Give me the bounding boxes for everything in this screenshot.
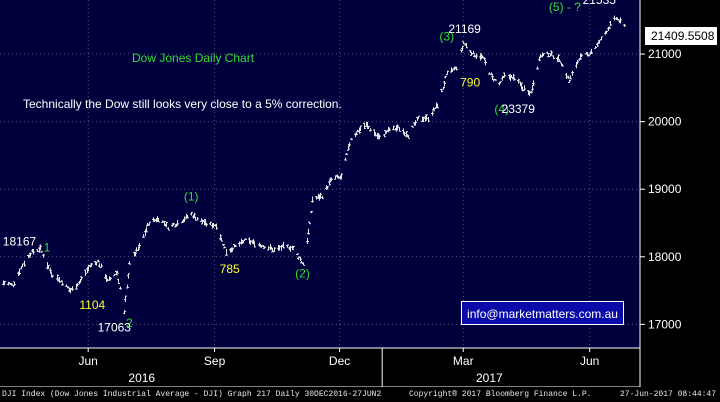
footer-copyright: Copyright® 2017 Bloomberg Finance L.P. bbox=[409, 390, 592, 399]
x-axis-background bbox=[0, 348, 640, 387]
y-tick-label: 19000 bbox=[648, 182, 682, 196]
year-label: 2016 bbox=[128, 371, 155, 385]
y-tick-label: 18000 bbox=[648, 250, 682, 264]
x-tick-label: Jun bbox=[79, 354, 98, 368]
y-axis: 17000 18000 19000 20000 21000 bbox=[639, 0, 682, 387]
x-tick-label: Jun bbox=[580, 354, 599, 368]
annotation-label: (5) - ? bbox=[549, 0, 581, 14]
annotation-label: 785 bbox=[220, 262, 240, 276]
price-series bbox=[2, 15, 626, 315]
y-tick-label: 17000 bbox=[648, 317, 682, 331]
footer-bar: DJI Index (Dow Jones Industrial Average … bbox=[0, 387, 720, 402]
annotation-label: 790 bbox=[460, 75, 480, 89]
annotation-label: (4) bbox=[494, 102, 509, 116]
annotation-label: (1) bbox=[184, 190, 199, 204]
annotation-label: 1 bbox=[44, 240, 51, 254]
axis-background bbox=[640, 0, 720, 387]
plot-background bbox=[0, 0, 640, 348]
annotation-label: 18167 bbox=[3, 234, 37, 248]
contact-email-box: info@marketmatters.com.au bbox=[461, 301, 624, 325]
last-price-label: 21409.5508 bbox=[645, 27, 717, 45]
annotation-label: 21535 bbox=[583, 0, 617, 7]
annotation-label: 17063 bbox=[98, 320, 132, 334]
chart-subtitle: Technically the Dow still looks very clo… bbox=[23, 97, 342, 111]
annotation-label: (3) bbox=[439, 30, 454, 44]
footer-security-info: DJI Index (Dow Jones Industrial Average … bbox=[2, 390, 382, 399]
annotation-label: 1104 bbox=[79, 298, 105, 312]
y-tick-label: 20000 bbox=[648, 115, 682, 129]
grid bbox=[0, 0, 640, 348]
y-tick-label: 21000 bbox=[648, 47, 682, 61]
x-tick-label: Dec bbox=[329, 354, 350, 368]
x-tick-label: Sep bbox=[204, 354, 226, 368]
annotation-label: 2 bbox=[126, 316, 133, 330]
year-label: 2017 bbox=[476, 371, 503, 385]
footer-timestamp: 27-Jun-2017 08:44:47 bbox=[620, 390, 717, 399]
annotation-label: (2) bbox=[295, 267, 310, 281]
annotation-label: 21169 bbox=[448, 22, 481, 36]
annotation-label: 23379 bbox=[502, 102, 536, 116]
chart-title: Dow Jones Daily Chart bbox=[132, 51, 255, 65]
x-tick-label: Mar bbox=[453, 354, 474, 368]
